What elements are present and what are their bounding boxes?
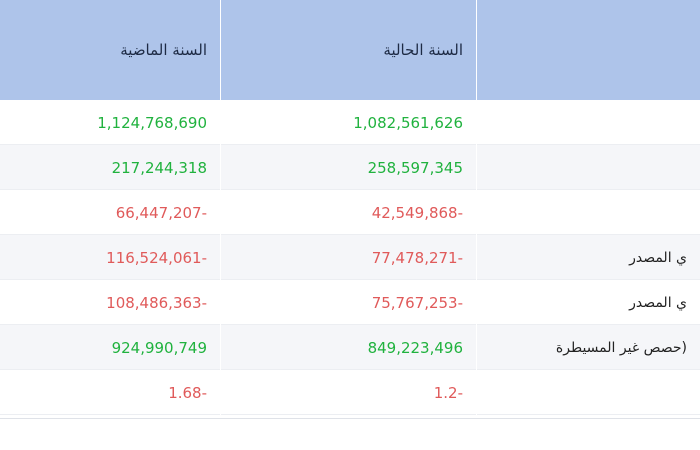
- current-year-value: 77,478,271-: [371, 248, 463, 267]
- header-current-year: السنة الحالية: [383, 41, 463, 59]
- last-year-value: 1.68-: [168, 383, 207, 402]
- current-year-value: 1.2-: [433, 383, 463, 402]
- last-year-value: 1,124,768,690: [97, 113, 207, 132]
- current-year-value: 258,597,345: [367, 158, 463, 177]
- row-label: [476, 100, 700, 145]
- current-year-value: 42,549,868-: [371, 203, 463, 222]
- table-row: 924,990,749 849,223,496 حصص غير المسيطرة): [0, 325, 700, 370]
- column-divider: [220, 0, 221, 418]
- last-year-value: 108,486,363-: [106, 293, 207, 312]
- current-year-value: 849,223,496: [367, 338, 463, 357]
- table-row: 66,447,207- 42,549,868-: [0, 190, 700, 235]
- table-row: 108,486,363- 75,767,253- ي المصدر: [0, 280, 700, 325]
- last-year-value: 116,524,061-: [106, 248, 207, 267]
- row-label: ي المصدر: [629, 294, 687, 311]
- column-divider: [476, 0, 477, 418]
- last-year-value: 924,990,749: [111, 338, 207, 357]
- row-label: [476, 145, 700, 190]
- last-year-value: 217,244,318: [111, 158, 207, 177]
- table-bottom-border: [0, 418, 700, 419]
- table-row: 1,124,768,690 1,082,561,626: [0, 100, 700, 145]
- header-item: [476, 0, 700, 100]
- table-row: 1.68- 1.2-: [0, 370, 700, 415]
- current-year-value: 75,767,253-: [371, 293, 463, 312]
- row-label: [476, 370, 700, 415]
- table-header: السنة الماضية السنة الحالية: [0, 0, 700, 100]
- table-row: 217,244,318 258,597,345: [0, 145, 700, 190]
- header-last-year: السنة الماضية: [120, 41, 207, 59]
- row-label: [476, 190, 700, 235]
- last-year-value: 66,447,207-: [115, 203, 207, 222]
- row-label: حصص غير المسيطرة): [555, 339, 687, 356]
- row-label: ي المصدر: [629, 249, 687, 266]
- current-year-value: 1,082,561,626: [353, 113, 463, 132]
- table-row: 116,524,061- 77,478,271- ي المصدر: [0, 235, 700, 280]
